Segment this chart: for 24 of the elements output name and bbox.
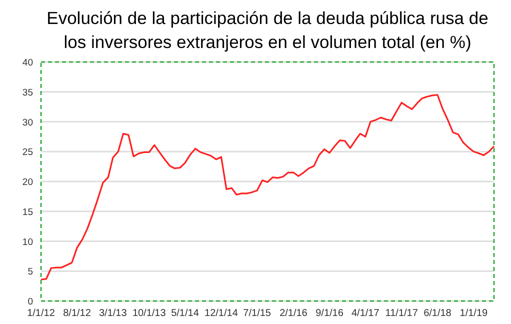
x-tick-label: 1/1/12 xyxy=(27,308,56,319)
y-tick-label: 35 xyxy=(22,87,33,98)
x-tick-label: 9/1/16 xyxy=(316,308,344,319)
x-tick-label: 11/1/17 xyxy=(385,308,418,319)
y-tick-label: 5 xyxy=(28,266,33,278)
chart-title: Evolución de la participación de la deuda pública rusa de los inversores extranjeros en el volumen total (en %) xyxy=(46,8,488,52)
line-series xyxy=(40,94,495,280)
x-tick-label: 5/1/14 xyxy=(171,308,200,319)
y-tick-label: 15 xyxy=(22,206,33,218)
x-tick-label: 2/1/16 xyxy=(280,308,308,319)
y-tick-label: 0 xyxy=(28,296,33,308)
y-tick-label: 10 xyxy=(22,236,33,248)
y-tick-label: 30 xyxy=(22,117,33,128)
x-tick-label: 1/1/19 xyxy=(460,308,488,319)
y-tick-label: 40 xyxy=(22,58,33,68)
x-tick-label: 7/1/15 xyxy=(243,308,272,319)
y-tick-label: 25 xyxy=(22,147,33,158)
x-tick-label: 4/1/17 xyxy=(351,308,380,319)
x-tick-label: 10/1/13 xyxy=(132,308,166,319)
x-tick-label: 3/1/13 xyxy=(99,308,128,319)
x-tick-label: 8/1/12 xyxy=(63,308,92,319)
y-tick-label: 20 xyxy=(22,177,33,188)
x-tick-label: 12/1/14 xyxy=(204,308,238,319)
x-tick-label: 6/1/18 xyxy=(424,308,452,319)
